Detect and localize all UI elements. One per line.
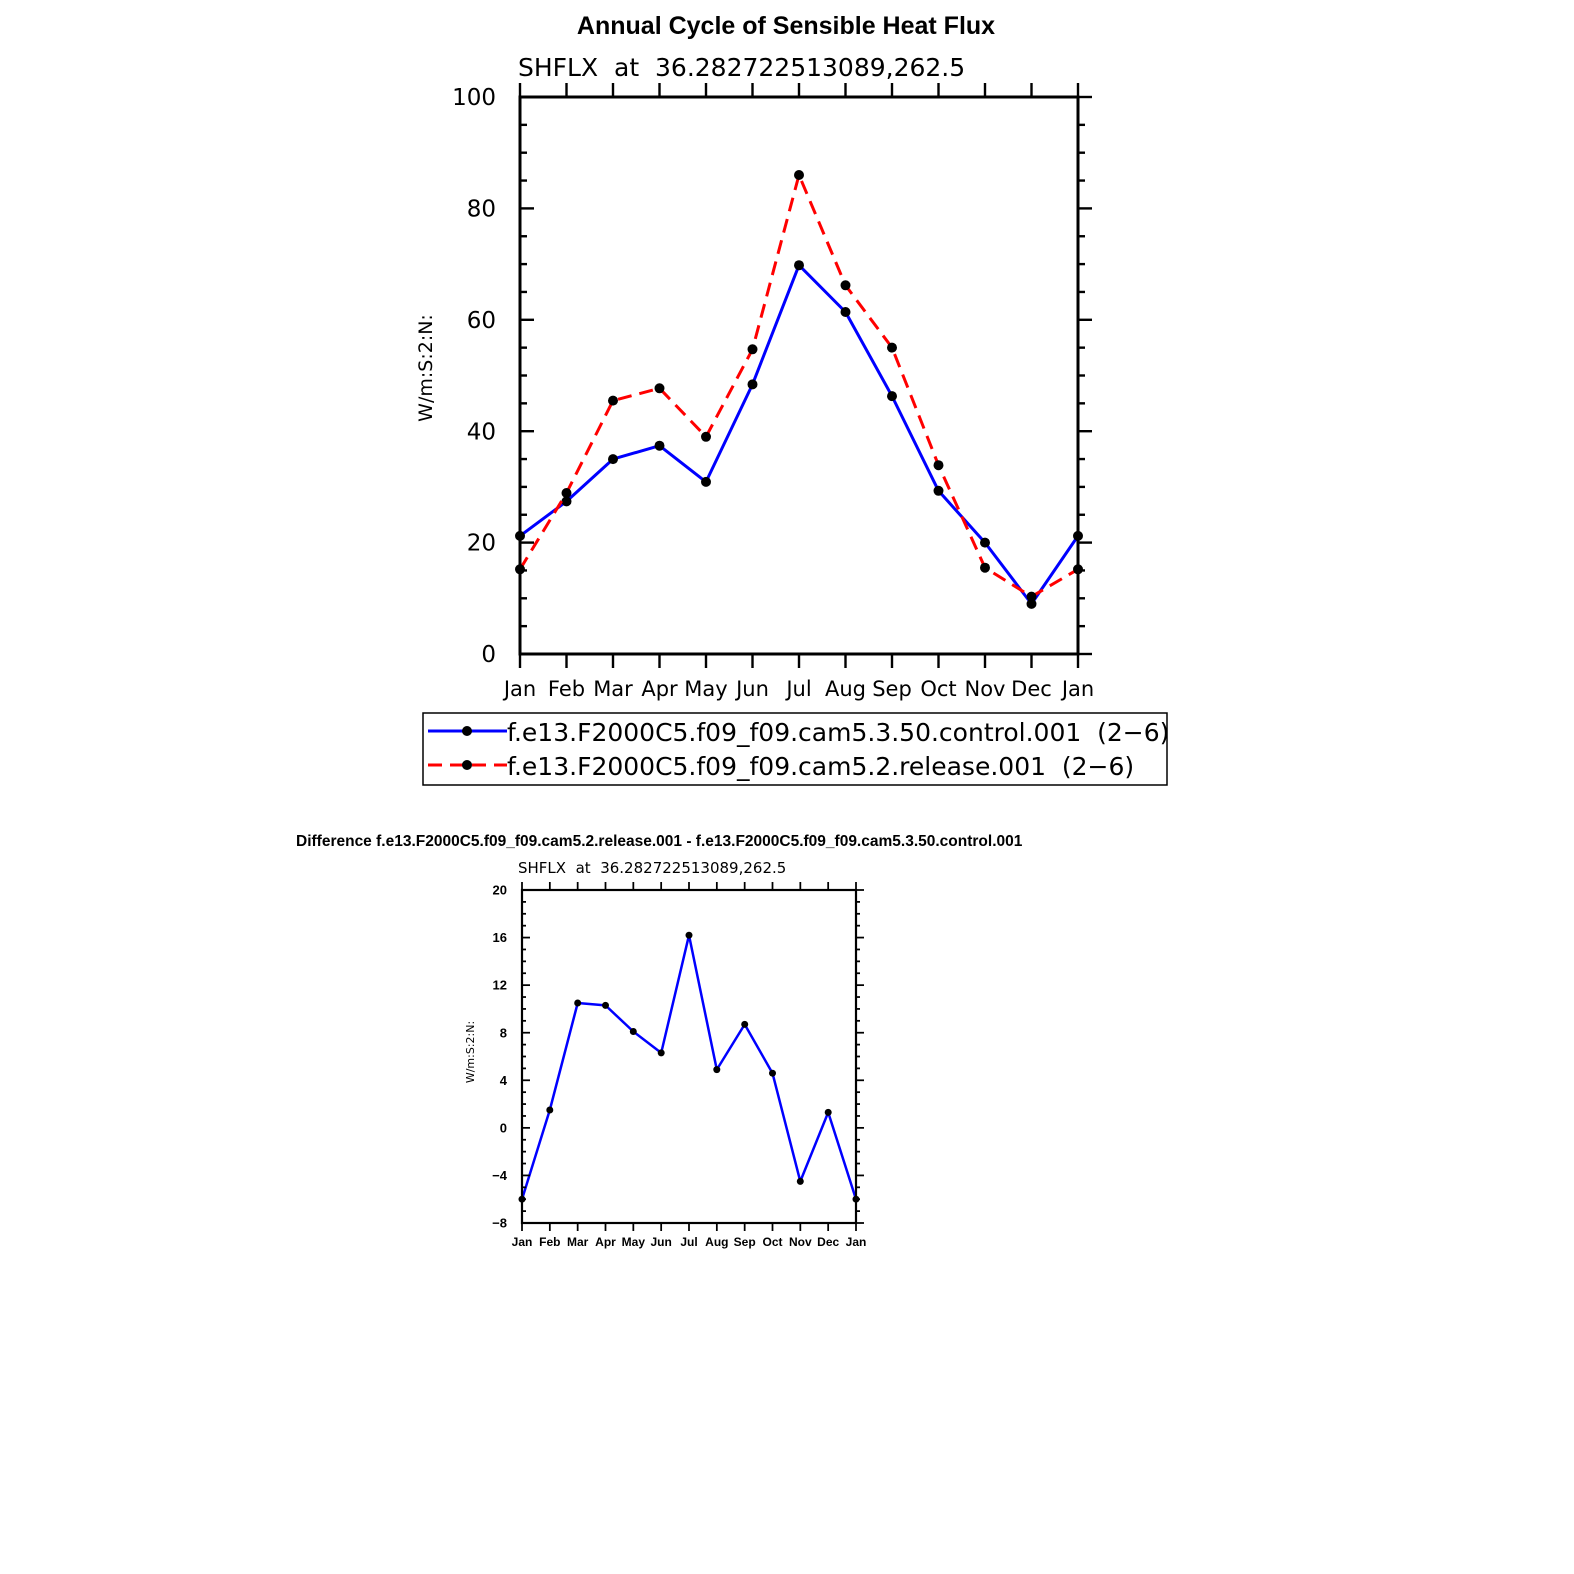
c1-x-tick-label: Jul: [784, 677, 811, 701]
c1-series-1-point-9: [933, 460, 944, 471]
chart1-y-axis-label: W/m:S:2:N:: [415, 314, 437, 422]
chart1-series-layer: [515, 170, 1083, 609]
c2-x-tick-label: Nov: [789, 1235, 812, 1249]
c1-x-tick-label: Jan: [502, 677, 536, 701]
chart1-title: Annual Cycle of Sensible Heat Flux: [577, 12, 995, 40]
chart2-x-tick-labels: Jan Feb Mar Apr May Jun Jul Aug Sep Oct Nov Dec Jan: [512, 1235, 867, 1249]
c1-x-tick-label: Feb: [548, 677, 585, 701]
c2-x-tick-label: Mar: [567, 1235, 589, 1249]
c2-y-tick-label: −4: [492, 1168, 508, 1183]
c2-y-tick-label: 8: [500, 1025, 507, 1040]
c2-x-tick-label: Oct: [762, 1235, 782, 1249]
legend-control-label: f.e13.F2000C5.f09_f09.cam5.3.50.control.…: [507, 718, 1169, 747]
chart1-y-tick-labels: 0 20 40 60 80 100: [452, 85, 496, 668]
c1-x-tick-label: May: [684, 677, 727, 701]
c1-series-0-point-9: [933, 485, 944, 496]
c1-series-0-line: [519, 263, 1080, 606]
c1-series-0-point-6: [794, 260, 804, 271]
chart2-title: Difference f.e13.F2000C5.f09_f09.cam5.2.…: [296, 833, 1023, 850]
c2-y-tick-label: 16: [493, 930, 507, 945]
c2-series-0-point-11: [824, 1108, 832, 1116]
c2-x-tick-label: Jan: [512, 1235, 533, 1249]
c1-series-0-point-10: [980, 537, 990, 548]
c1-series-1-point-5: [747, 344, 758, 355]
c2-x-tick-label: Feb: [539, 1235, 560, 1249]
c2-y-tick-label: 4: [500, 1073, 508, 1088]
c1-series-1-point-4: [701, 431, 711, 442]
c2-series-0-point-6: [685, 931, 693, 939]
c2-x-tick-label: Jan: [846, 1235, 867, 1249]
chart1-frame: [518, 83, 1092, 668]
c2-series-0-point-9: [769, 1069, 776, 1077]
chart2-subtitle: SHFLX at 36.282722513089,262.5: [518, 859, 786, 877]
c2-series-0-point-2: [574, 999, 582, 1007]
c2-series-0-point-4: [629, 1028, 637, 1035]
chart2-y-axis-label: W/m:S:2:N:: [464, 1021, 477, 1083]
c2-y-tick-label: −8: [492, 1216, 507, 1231]
c1-series-1-line: [518, 173, 1079, 599]
c2-series-0-point-1: [546, 1106, 554, 1114]
c1-x-tick-label: Dec: [1011, 677, 1052, 701]
c1-y-tick-label: 0: [481, 642, 496, 668]
annual-cycle-chart: Annual Cycle of Sensible Heat Flux SHFLX…: [415, 12, 1169, 786]
chart2-y-tick-labels: −8 −4 0 4 8 12 16 20: [492, 883, 508, 1231]
c1-y-tick-label: 40: [467, 419, 496, 445]
c1-y-tick-label: 100: [452, 85, 496, 111]
c2-x-tick-label: Apr: [595, 1235, 616, 1249]
c2-series-0-point-3: [602, 1001, 609, 1009]
c1-series-1-point-3: [654, 383, 665, 394]
c2-x-tick-label: Aug: [705, 1235, 728, 1249]
c2-y-tick-label: 20: [493, 883, 507, 898]
c1-x-tick-label: Sep: [872, 677, 912, 701]
c1-series-0-point-5: [747, 379, 758, 390]
c1-x-tick-label: Nov: [965, 677, 1006, 701]
chart1-legend: f.e13.F2000C5.f09_f09.cam5.3.50.control.…: [422, 712, 1169, 786]
c1-x-tick-label: Jun: [734, 677, 769, 701]
legend-box: [422, 712, 1168, 786]
chart1-subtitle: SHFLX at 36.282722513089,262.5: [518, 53, 965, 82]
c2-x-tick-label: Jul: [680, 1235, 697, 1249]
chart2-frame: [520, 882, 864, 1231]
c1-x-tick-label: Apr: [641, 677, 678, 701]
chart1-x-tick-labels: Jan Feb Mar Apr May Jun Jul Aug Sep Oct Nov Dec Jan: [502, 677, 1094, 701]
c1-y-tick-label: 60: [467, 308, 496, 334]
c1-y-tick-label: 80: [467, 196, 496, 222]
c2-x-tick-label: May: [622, 1235, 646, 1249]
c2-series-0-point-7: [713, 1066, 721, 1074]
chart2-series-layer: [518, 931, 860, 1203]
c1-series-1-point-6: [794, 170, 804, 180]
c1-x-tick-label: Mar: [593, 677, 633, 701]
c1-x-tick-label: Aug: [825, 677, 866, 701]
c1-series-0-point-8: [887, 391, 897, 402]
c1-series-1-point-2: [608, 395, 618, 406]
legend-release-marker: [462, 760, 472, 770]
c1-x-tick-label: Jan: [1060, 677, 1094, 701]
c1-x-tick-label: Oct: [920, 677, 956, 701]
c2-y-tick-label: 0: [500, 1120, 507, 1135]
c1-series-1-point-7: [840, 280, 851, 291]
c2-y-tick-label: 12: [493, 978, 507, 993]
c2-series-0-line: [520, 933, 858, 1200]
c1-series-0-point-2: [608, 454, 618, 465]
c2-x-tick-label: Sep: [734, 1235, 756, 1249]
c1-series-1-point-11: [1026, 591, 1037, 602]
c1-series-0-point-7: [840, 307, 851, 317]
c2-series-0-point-10: [796, 1177, 804, 1185]
difference-chart: Difference f.e13.F2000C5.f09_f09.cam5.2.…: [296, 833, 1023, 1249]
c2-series-0-point-8: [741, 1020, 749, 1028]
c1-series-1-point-1: [561, 488, 572, 498]
c2-x-tick-label: Jun: [650, 1235, 671, 1249]
legend-control-marker: [462, 726, 472, 736]
c1-series-1-point-8: [887, 342, 897, 353]
c1-series-0-point-1: [561, 496, 572, 507]
c1-y-tick-label: 20: [467, 531, 496, 557]
legend-release-label: f.e13.F2000C5.f09_f09.cam5.2.release.001…: [507, 752, 1134, 781]
c2-series-0-point-5: [657, 1049, 665, 1057]
c1-series-1-point-10: [980, 562, 990, 573]
c1-series-0-point-3: [654, 440, 665, 451]
c1-series-0-point-4: [701, 476, 711, 487]
c1-series-0-point-11: [1026, 598, 1037, 609]
c2-x-tick-label: Dec: [817, 1235, 839, 1249]
